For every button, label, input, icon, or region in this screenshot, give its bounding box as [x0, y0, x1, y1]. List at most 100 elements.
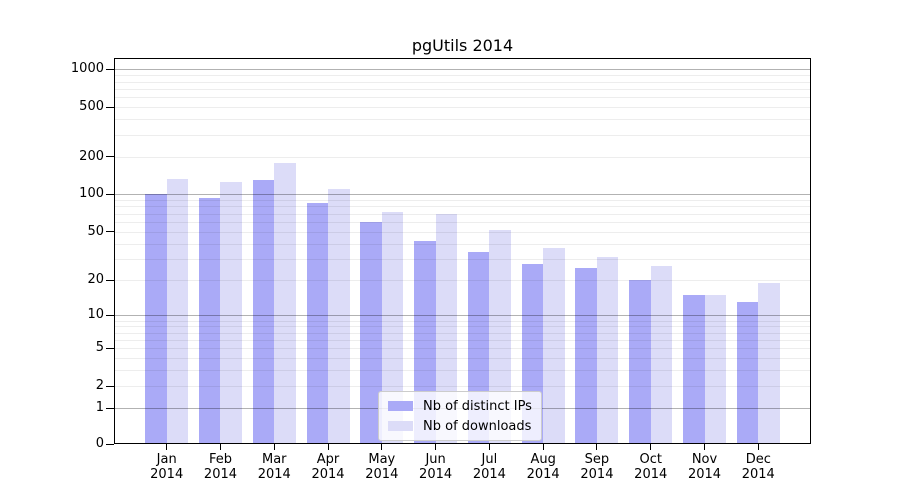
gridline-minor-4: [114, 358, 811, 360]
x-tick-year-dec: 2014: [741, 467, 775, 482]
bar-ips-mar: [252, 180, 275, 444]
y-tick-label-1000: 1000: [70, 61, 104, 77]
x-tick-month-mar: Mar: [261, 452, 287, 467]
gridline-minor-60: [114, 221, 811, 223]
y-tick-label-1: 1: [95, 400, 104, 416]
bars-layer: [114, 58, 811, 444]
x-tick-label-dec: Dec 2014: [728, 452, 788, 482]
y-tick-label-2: 2: [95, 378, 104, 394]
x-tick-label-mar: Mar 2014: [244, 452, 304, 482]
bar-downloads-may: [381, 212, 404, 444]
legend-label-0: Nb of distinct IPs: [423, 398, 532, 414]
bar-downloads-apr: [328, 189, 350, 444]
x-tick-label-aug: Aug 2014: [513, 452, 573, 482]
y-tick-label-5: 5: [95, 340, 104, 356]
gridline-minor-30: [114, 258, 811, 260]
bar-downloads-jul: [489, 229, 511, 444]
gridline-major-100: [114, 194, 811, 196]
gridline-minor-5: [114, 348, 811, 350]
y-tick-label-100: 100: [79, 186, 104, 202]
x-tick-mark-oct: [650, 444, 652, 450]
x-tick-mark-dec: [757, 444, 759, 450]
y-tick-mark-500: [106, 106, 114, 108]
gridline-minor-6: [114, 339, 811, 341]
y-tick-label-200: 200: [79, 148, 104, 164]
x-tick-label-oct: Oct 2014: [621, 452, 681, 482]
x-tick-mark-may: [381, 444, 383, 450]
x-tick-mark-jul: [488, 444, 490, 450]
y-tick-label-500: 500: [79, 99, 104, 115]
bar-ips-oct: [629, 280, 651, 444]
y-tick-mark-5: [106, 347, 114, 349]
chart-title: pgUtils 2014: [411, 36, 514, 55]
y-tick-mark-1000: [106, 68, 114, 70]
bar-ips-nov: [683, 294, 705, 444]
x-tick-month-jun: Jun: [425, 452, 446, 467]
x-tick-month-oct: Oct: [639, 452, 662, 467]
gridline-minor-3: [114, 370, 811, 372]
x-tick-year-jun: 2014: [419, 467, 453, 482]
y-tick-label-50: 50: [87, 223, 104, 239]
grid-layer: [114, 58, 811, 444]
gridline-major-1000: [114, 69, 811, 71]
gridline-minor-2: [114, 386, 811, 388]
x-tick-year-feb: 2014: [203, 467, 238, 482]
bar-ips-apr: [306, 202, 329, 444]
legend: Nb of distinct IPs Nb of downloads: [378, 391, 542, 441]
bar-ips-may: [360, 221, 382, 444]
x-tick-year-aug: 2014: [526, 467, 560, 482]
x-tick-month-dec: Dec: [745, 452, 771, 467]
x-tick-month-sep: Sep: [584, 452, 610, 467]
gridline-minor-9: [114, 320, 811, 322]
x-tick-year-mar: 2014: [257, 467, 291, 482]
legend-item-0: Nb of distinct IPs: [388, 396, 532, 416]
gridline-minor-20: [114, 280, 811, 282]
x-tick-mark-aug: [542, 444, 544, 450]
x-tick-label-sep: Sep 2014: [567, 452, 627, 482]
x-tick-month-jul: Jul: [481, 452, 498, 467]
x-tick-year-oct: 2014: [634, 467, 668, 482]
x-tick-mark-jan: [166, 444, 168, 450]
x-tick-month-nov: Nov: [691, 452, 718, 467]
gridline-minor-400: [114, 119, 811, 121]
legend-label-1: Nb of downloads: [423, 418, 532, 434]
y-tick-mark-200: [106, 156, 114, 158]
x-tick-month-apr: Apr: [316, 452, 340, 467]
x-tick-year-nov: 2014: [687, 467, 722, 482]
plot-area: Nb of distinct IPs Nb of downloads: [114, 58, 811, 444]
y-tick-mark-1: [106, 407, 114, 409]
x-tick-month-may: May: [368, 452, 396, 467]
x-tick-year-may: 2014: [365, 467, 399, 482]
gridline-minor-7: [114, 332, 811, 334]
gridline-minor-600: [114, 97, 811, 99]
gridline-minor-8: [114, 326, 811, 328]
gridline-minor-40: [114, 243, 811, 245]
y-tick-mark-20: [106, 279, 114, 281]
gridline-minor-50: [114, 231, 811, 233]
bar-downloads-aug: [543, 247, 565, 444]
x-tick-label-jan: Jan 2014: [137, 452, 197, 482]
x-tick-month-aug: Aug: [530, 452, 556, 467]
x-tick-year-jan: 2014: [150, 467, 184, 482]
bar-downloads-jun: [435, 213, 458, 444]
gridline-minor-300: [114, 134, 811, 136]
y-tick-label-0: 0: [95, 436, 104, 451]
x-tick-mark-apr: [327, 444, 329, 450]
legend-item-1: Nb of downloads: [388, 416, 532, 436]
gridline-minor-500: [114, 107, 811, 109]
x-tick-mark-feb: [219, 444, 221, 450]
bar-downloads-sep: [596, 257, 619, 444]
x-tick-label-jul: Jul 2014: [459, 452, 519, 482]
y-tick-mark-0: [106, 443, 114, 445]
x-tick-label-jun: Jun 2014: [406, 452, 466, 482]
gridline-minor-70: [114, 213, 811, 215]
bar-downloads-feb: [220, 181, 242, 444]
bar-downloads-nov: [704, 294, 726, 444]
y-tick-mark-10: [106, 314, 114, 316]
bar-ips-sep: [575, 268, 597, 444]
x-tick-label-may: May 2014: [352, 452, 412, 482]
legend-swatch-0: [388, 401, 413, 411]
